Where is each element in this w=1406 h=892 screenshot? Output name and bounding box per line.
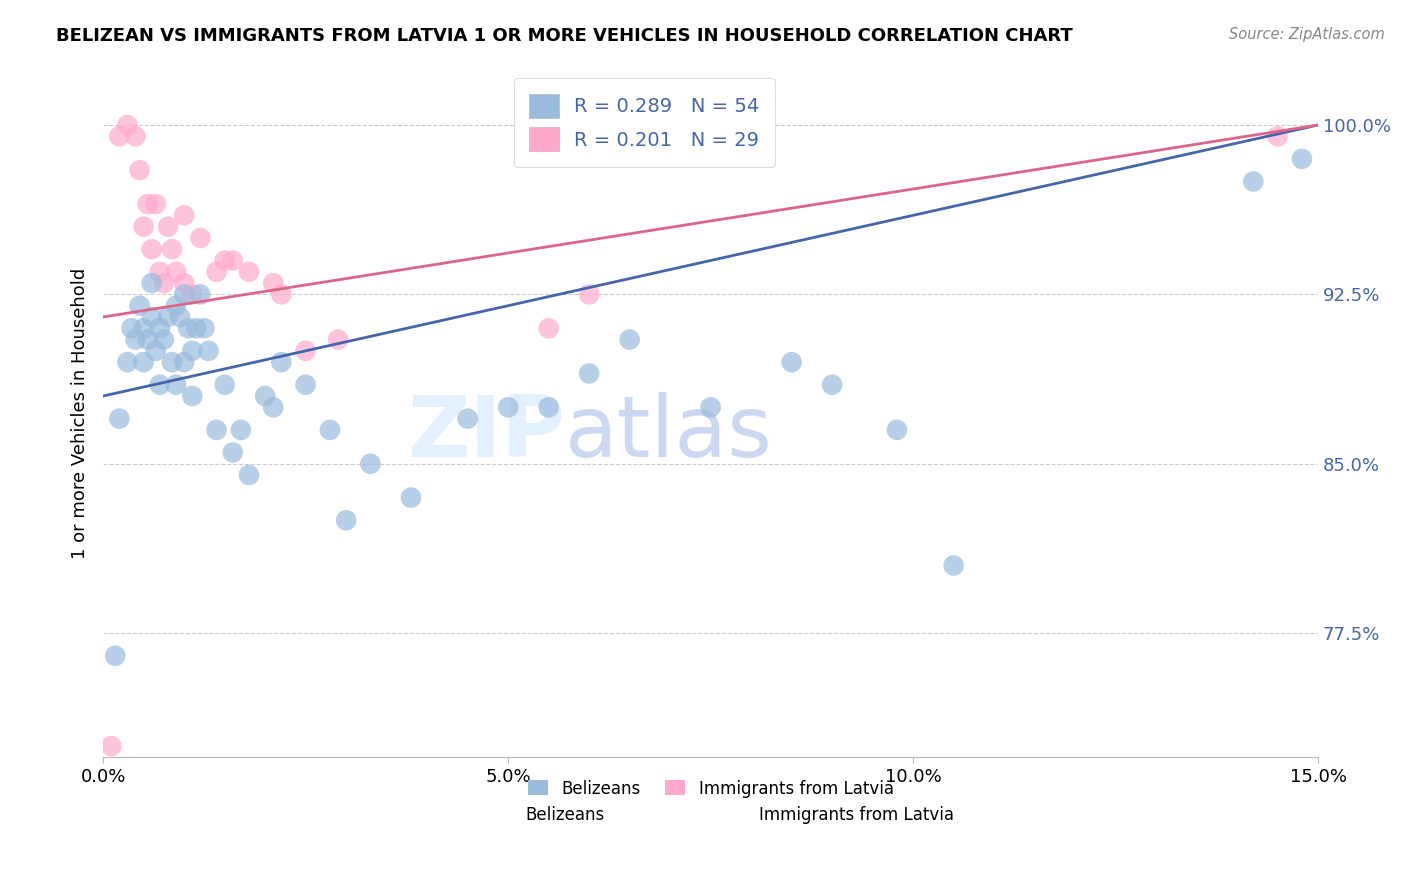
Point (160, 355, 183, 369)
Text: Source: ZipAtlas.com: Source: ZipAtlas.com (1229, 27, 1385, 42)
Point (181, 343, 204, 358)
Point (149, 321, 172, 335)
Point (193, 321, 215, 335)
Legend: Belizeans, Immigrants from Latvia: Belizeans, Immigrants from Latvia (522, 772, 900, 805)
Point (149, 377, 172, 392)
Point (132, 219, 155, 234)
Point (153, 276, 176, 290)
Point (141, 310, 163, 324)
Point (457, 411, 479, 425)
Y-axis label: 1 or more Vehicles in Household: 1 or more Vehicles in Household (72, 268, 89, 558)
Text: ZIP: ZIP (408, 392, 565, 475)
Point (124, 333, 146, 347)
Point (326, 333, 349, 347)
Point (165, 299, 187, 313)
Point (132, 321, 155, 335)
Point (238, 468, 260, 483)
Point (173, 355, 195, 369)
Point (160, 242, 183, 256)
Point (128, 163, 150, 178)
Point (270, 287, 292, 301)
Point (294, 377, 316, 392)
Point (104, 648, 127, 663)
Point (149, 265, 172, 279)
Point (181, 287, 204, 301)
Point (117, 355, 139, 369)
Point (214, 377, 236, 392)
Point (205, 423, 228, 437)
Point (699, 401, 721, 415)
Point (359, 457, 381, 471)
Point (124, 129, 146, 144)
Point (886, 423, 908, 437)
Point (1241, 174, 1264, 188)
Point (173, 287, 195, 301)
Point (254, 389, 277, 403)
Point (156, 219, 179, 234)
Text: atlas: atlas (565, 392, 773, 475)
Point (780, 355, 803, 369)
Point (153, 333, 176, 347)
Point (197, 343, 219, 358)
Text: Belizeans: Belizeans (526, 805, 605, 823)
Point (173, 276, 195, 290)
Point (177, 321, 200, 335)
Point (132, 355, 155, 369)
Point (188, 231, 211, 245)
Point (222, 445, 245, 459)
Text: BELIZEAN VS IMMIGRANTS FROM LATVIA 1 OR MORE VEHICLES IN HOUSEHOLD CORRELATION C: BELIZEAN VS IMMIGRANTS FROM LATVIA 1 OR … (56, 27, 1073, 45)
Point (141, 242, 163, 256)
Point (165, 265, 187, 279)
Point (496, 401, 519, 415)
Point (821, 377, 844, 392)
Point (335, 513, 357, 527)
Point (141, 276, 163, 290)
Point (145, 343, 167, 358)
Point (156, 310, 179, 324)
Point (578, 367, 600, 381)
Point (619, 333, 641, 347)
Point (1267, 129, 1289, 144)
Point (537, 401, 560, 415)
Point (136, 333, 159, 347)
Point (1291, 152, 1313, 166)
Point (262, 276, 284, 290)
Point (942, 558, 965, 573)
Point (238, 265, 260, 279)
Text: Immigrants from Latvia: Immigrants from Latvia (759, 805, 953, 823)
Point (165, 377, 187, 392)
Point (136, 197, 159, 211)
Point (181, 389, 204, 403)
Point (537, 321, 560, 335)
Point (117, 118, 139, 132)
Point (214, 253, 236, 268)
Point (270, 355, 292, 369)
Point (186, 321, 208, 335)
Point (169, 310, 191, 324)
Point (294, 343, 316, 358)
Point (128, 299, 150, 313)
Point (108, 129, 131, 144)
Point (100, 739, 122, 753)
Point (188, 287, 211, 301)
Point (145, 197, 167, 211)
Point (578, 287, 600, 301)
Point (121, 321, 143, 335)
Point (108, 411, 131, 425)
Point (205, 265, 228, 279)
Point (173, 208, 195, 222)
Point (222, 253, 245, 268)
Point (319, 423, 342, 437)
Point (399, 491, 422, 505)
Point (229, 423, 252, 437)
Point (262, 401, 284, 415)
